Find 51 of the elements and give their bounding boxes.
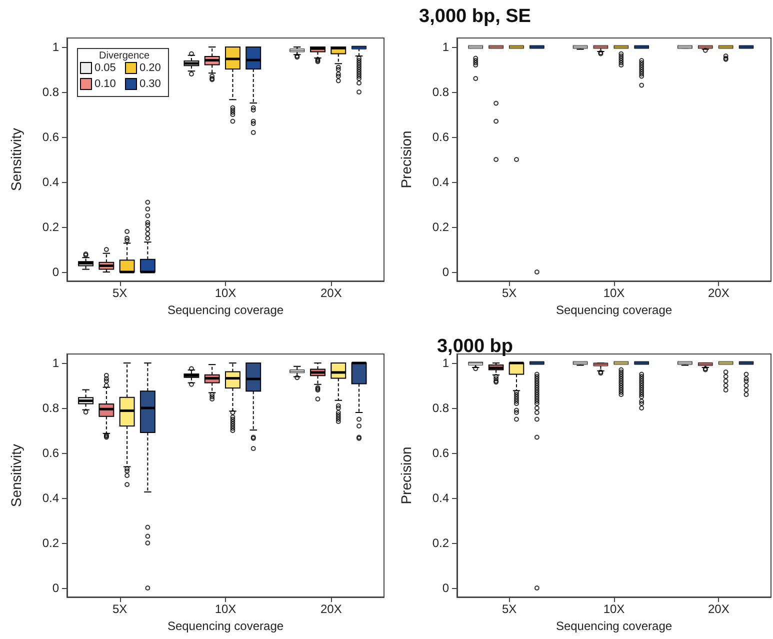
- y-axis-title: Precision: [398, 446, 414, 504]
- y-tick-label: 1: [52, 40, 60, 54]
- x-tick-label: 10X: [603, 602, 625, 616]
- x-tick-label: 5X: [112, 602, 128, 616]
- y-tick-label: 0.4: [432, 491, 450, 505]
- x-tick-label: 20X: [320, 602, 342, 616]
- y-tick-label: 0: [442, 581, 450, 595]
- y-tick-label: 0.8: [42, 401, 60, 415]
- x-axis-title: Sequencing coverage: [167, 302, 284, 317]
- x-axis-title: Sequencing coverage: [556, 618, 672, 633]
- y-tick-label: 0.8: [432, 85, 450, 99]
- legend-label: 0.30: [140, 78, 161, 90]
- y-tick-label: 0.4: [42, 491, 60, 505]
- x-tick-label: 10X: [603, 286, 625, 300]
- y-tick-label: 0: [52, 265, 60, 279]
- chart-title: 3,000 bp: [436, 336, 514, 357]
- y-tick-label: 0.6: [432, 130, 450, 144]
- x-tick-label: 20X: [708, 286, 730, 300]
- chart-title: 3,000 bp, SE: [419, 6, 531, 27]
- x-tick-label: 10X: [214, 286, 236, 300]
- x-tick-label: 5X: [502, 602, 517, 616]
- y-tick-label: 0.2: [432, 536, 450, 550]
- x-tick-label: 5X: [112, 286, 128, 300]
- y-tick-label: 0.6: [432, 446, 450, 460]
- x-tick-label: 10X: [214, 602, 236, 616]
- y-tick-label: 0.4: [432, 175, 450, 189]
- y-tick-label: 0.2: [432, 220, 450, 234]
- x-tick-label: 20X: [708, 602, 730, 616]
- legend-title: Divergence: [99, 50, 150, 62]
- y-tick-label: 0.8: [432, 401, 450, 415]
- x-tick-label: 20X: [320, 286, 342, 300]
- y-tick-label: 0.6: [42, 446, 60, 460]
- y-tick-label: 0.2: [42, 536, 60, 550]
- y-tick-label: 1: [442, 356, 450, 370]
- y-tick-label: 0.8: [42, 85, 60, 99]
- legend-label: 0.20: [140, 62, 161, 74]
- y-axis-title: Precision: [398, 130, 414, 188]
- legend-label: 0.10: [94, 78, 116, 90]
- y-tick-label: 0.2: [42, 220, 60, 234]
- x-axis-title: Sequencing coverage: [556, 302, 672, 317]
- y-tick-label: 0.4: [42, 175, 60, 189]
- legend-label: 0.05: [94, 62, 116, 74]
- y-axis-title: Sensitivity: [8, 128, 24, 192]
- x-tick-label: 5X: [502, 286, 517, 300]
- y-tick-label: 0: [442, 265, 450, 279]
- y-axis-title: Sensitivity: [8, 444, 24, 508]
- x-axis-title: Sequencing coverage: [167, 618, 284, 633]
- y-tick-label: 1: [442, 40, 450, 54]
- y-tick-label: 0: [52, 581, 60, 595]
- y-tick-label: 0.6: [42, 130, 60, 144]
- y-tick-label: 1: [52, 356, 60, 370]
